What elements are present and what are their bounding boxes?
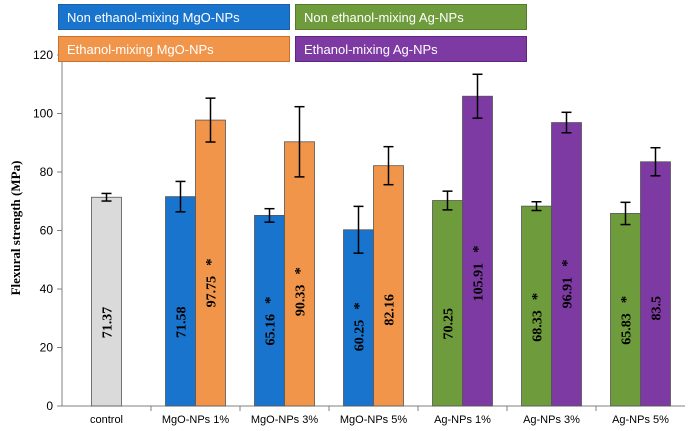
data-label: 97.75	[205, 276, 220, 308]
significance-marker: *	[471, 245, 487, 253]
significance-marker: *	[263, 297, 279, 305]
bar	[284, 141, 315, 407]
y-axis: 0 20 40 60 80 100 120	[33, 48, 63, 413]
legend-label-non-ethanol-mgo: Non ethanol-mixing MgO-NPs	[67, 10, 240, 25]
data-label: 83.5	[650, 296, 665, 321]
legend-entry-ethanol-mgo: Ethanol-mixing MgO-NPs	[58, 36, 290, 62]
y-tick-label: 60	[40, 224, 54, 238]
legend-entry-non-ethanol-ag: Non ethanol-mixing Ag-NPs	[295, 4, 527, 30]
bar	[432, 200, 463, 407]
bar	[373, 165, 404, 407]
data-label: 71.58	[175, 307, 190, 339]
y-axis-label: Flexural strength (MPa)	[8, 161, 23, 296]
legend-label-ethanol-ag: Ethanol-mixing Ag-NPs	[304, 42, 438, 57]
y-tick-label: 80	[40, 165, 54, 179]
y-tick-label: 20	[40, 341, 54, 355]
x-tick-label: control	[90, 414, 123, 426]
bar	[521, 205, 552, 407]
bars-group: 71.37 71.58 97.75 * 65.16 * 90.33 * 60.25 * 82.16 7…	[91, 73, 671, 407]
x-tick-label: MgO-NPs 5%	[340, 414, 407, 426]
bar	[640, 161, 671, 407]
significance-marker: *	[560, 259, 576, 267]
data-label: 90.33	[294, 285, 309, 317]
data-label: 68.33	[531, 310, 546, 342]
significance-marker: *	[530, 293, 546, 301]
bar	[462, 95, 493, 407]
bar	[195, 119, 226, 407]
data-label: 70.25	[442, 308, 457, 340]
legend-label-non-ethanol-ag: Non ethanol-mixing Ag-NPs	[304, 10, 464, 25]
bar	[165, 196, 196, 407]
significance-marker: *	[293, 267, 309, 275]
x-axis: control MgO-NPs 1% MgO-NPs 3% MgO-NPs 5% Ag-…	[62, 405, 685, 426]
bar	[610, 213, 641, 407]
legend-label-ethanol-mgo: Ethanol-mixing MgO-NPs	[67, 42, 214, 57]
significance-marker: *	[204, 258, 220, 266]
data-label: 82.16	[383, 294, 398, 326]
data-label: 105.91	[472, 263, 487, 302]
x-tick-label: Ag-NPs 1%	[434, 414, 491, 426]
data-label: 96.91	[561, 277, 576, 309]
y-tick-label: 120	[33, 48, 53, 62]
y-tick-label: 40	[40, 282, 54, 296]
data-label: 65.16	[264, 314, 279, 346]
x-tick-label: Ag-NPs 3%	[523, 414, 580, 426]
data-label: 60.25	[353, 320, 368, 352]
data-label: 65.83	[620, 313, 635, 345]
bar	[343, 229, 374, 407]
x-tick-label: MgO-NPs 1%	[162, 414, 229, 426]
bar	[91, 196, 122, 407]
significance-marker: *	[352, 302, 368, 310]
significance-marker: *	[619, 296, 635, 304]
y-tick-label: 100	[33, 107, 53, 121]
data-label: 71.37	[101, 307, 116, 339]
y-tick-label: 0	[46, 399, 53, 413]
x-tick-label: MgO-NPs 3%	[251, 414, 318, 426]
bar	[254, 215, 285, 407]
legend-entry-non-ethanol-mgo: Non ethanol-mixing MgO-NPs	[58, 4, 290, 30]
legend-entry-ethanol-ag: Ethanol-mixing Ag-NPs	[295, 36, 527, 62]
x-tick-label: Ag-NPs 5%	[612, 414, 669, 426]
bar	[551, 122, 582, 407]
